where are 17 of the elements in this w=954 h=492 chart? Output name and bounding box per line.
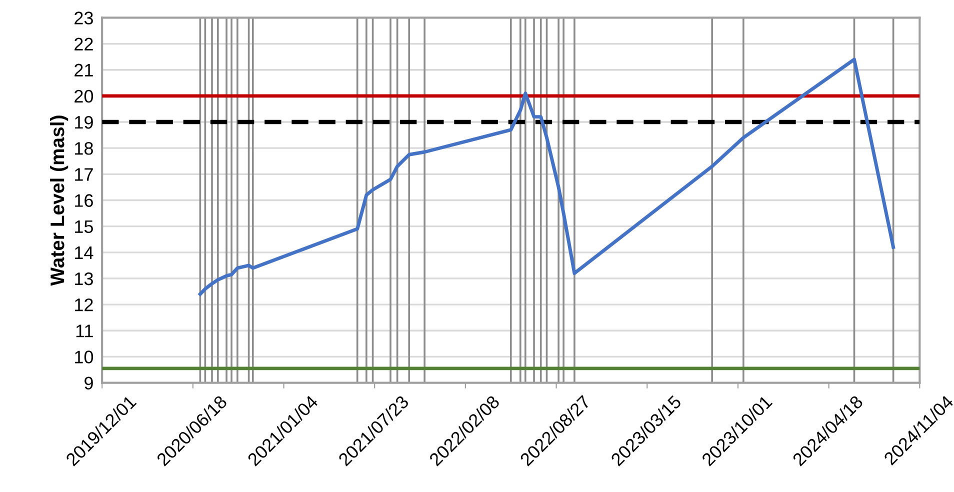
y-tick-label: 23 xyxy=(74,12,93,24)
y-tick-label: 22 xyxy=(74,38,93,50)
y-tick-label: 17 xyxy=(75,168,93,181)
y-tick-label: 16 xyxy=(75,194,93,207)
y-tick-label: 10 xyxy=(75,350,94,364)
y-tick-label: 21 xyxy=(74,64,93,76)
y-tick-label: 9 xyxy=(84,376,93,390)
y-tick-label: 12 xyxy=(75,298,93,312)
y-tick-label: 11 xyxy=(76,324,93,338)
y-tick-label: 15 xyxy=(75,220,93,234)
y-tick-label: 19 xyxy=(75,116,93,129)
line-series xyxy=(198,58,896,296)
y-tick-label: 20 xyxy=(74,90,94,103)
y-tick-label: 14 xyxy=(75,246,94,259)
y-tick-label: 13 xyxy=(75,272,93,286)
y-axis-title: Water Level (masl) xyxy=(50,116,68,286)
y-tick-label: 18 xyxy=(75,142,93,155)
